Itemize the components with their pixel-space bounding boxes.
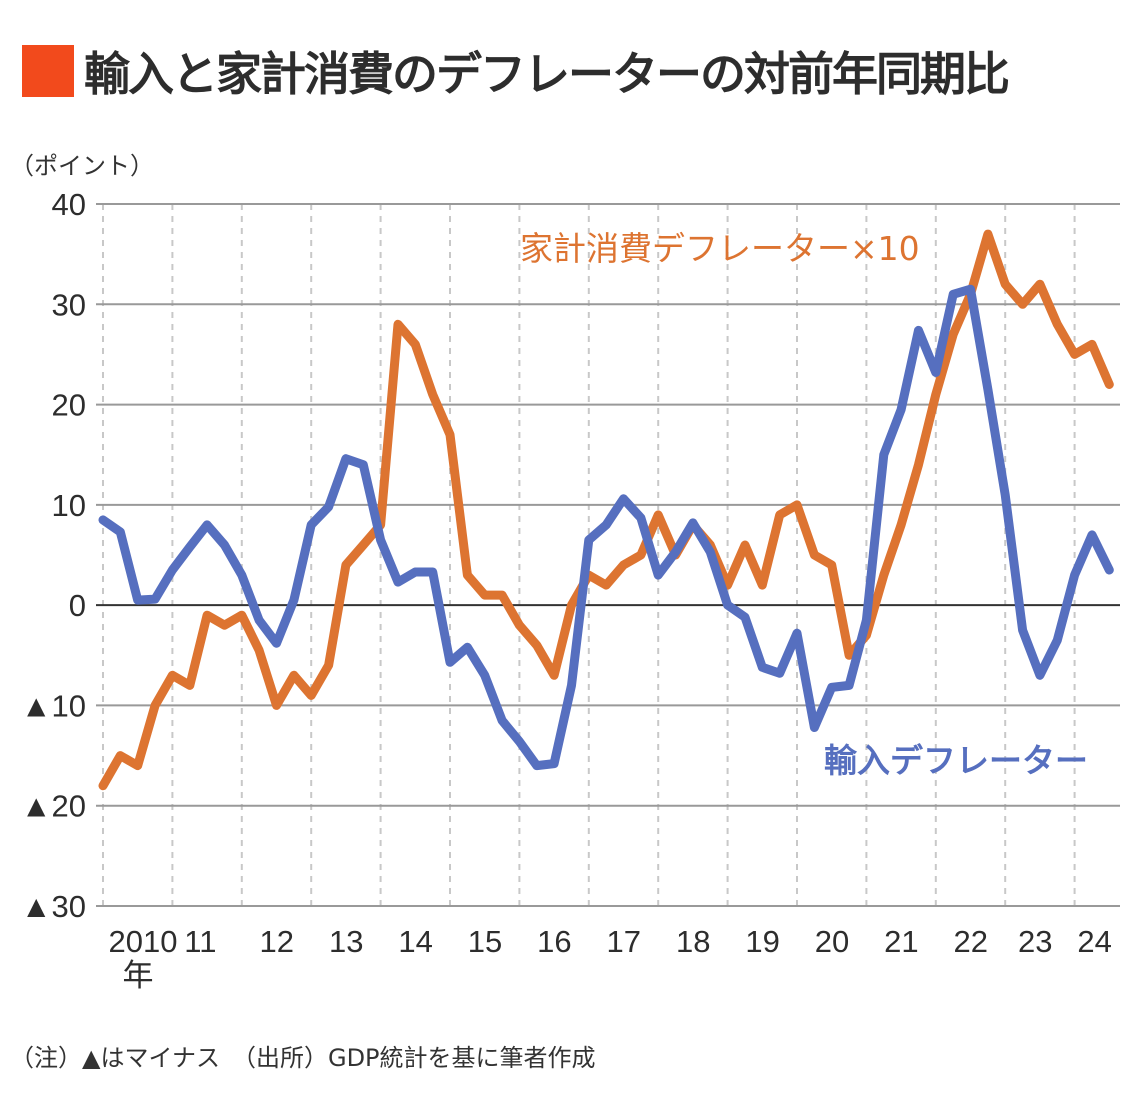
y-axis-tick-labels: 40 30 20 10 0 ▲10 ▲20 ▲30 [21, 187, 86, 924]
x-axis-year-suffix: 年 [123, 958, 154, 993]
chart-title: 輸入と家計消費のデフレーターの対前年同期比 [84, 47, 1010, 101]
x-tick-label: 13 [329, 924, 363, 959]
household-deflator-label: 家計消費デフレーター×10 [520, 229, 920, 268]
x-tick-label: 22 [954, 924, 988, 959]
x-tick-label: 21 [884, 924, 918, 959]
import-deflator-line [98, 284, 1114, 771]
x-tick-label: 2010 [109, 924, 178, 959]
chart-title-block: 輸入と家計消費のデフレーターの対前年同期比 [22, 38, 1010, 104]
title-marker-square [22, 45, 74, 97]
x-tick-label: 14 [398, 924, 432, 959]
x-tick-label: 19 [745, 924, 779, 959]
y-tick-label: 30 [52, 287, 86, 322]
y-tick-label: ▲20 [21, 789, 86, 824]
x-tick-label: 12 [260, 924, 294, 959]
household-deflator-line [98, 229, 1114, 791]
y-tick-label: ▲30 [21, 889, 86, 924]
x-tick-label: 18 [676, 924, 710, 959]
y-tick-label: ▲10 [21, 688, 86, 723]
y-tick-label: 0 [69, 588, 86, 623]
x-tick-label: 11 [184, 924, 216, 959]
x-tick-label: 23 [1018, 924, 1052, 959]
x-tick-label: 20 [815, 924, 849, 959]
import-deflator-label: 輸入デフレーター [824, 741, 1088, 780]
y-tick-label: 10 [52, 488, 86, 523]
footnote-source: （注）▲はマイナス （出所）GDP統計を基に筆者作成 [10, 1044, 596, 1072]
horizontal-gridlines [96, 203, 1120, 907]
x-tick-label: 16 [537, 924, 571, 959]
series-lines [98, 229, 1114, 791]
y-tick-label: 40 [52, 187, 86, 222]
x-tick-label: 17 [607, 924, 641, 959]
x-axis-tick-labels: 2010 11 12 13 14 15 16 17 18 19 20 21 22 23 24 年 [109, 924, 1112, 993]
x-tick-label: 24 [1077, 924, 1111, 959]
y-tick-label: 20 [52, 388, 86, 423]
x-tick-label: 15 [468, 924, 502, 959]
y-axis-unit-label: （ポイント） [10, 152, 154, 180]
